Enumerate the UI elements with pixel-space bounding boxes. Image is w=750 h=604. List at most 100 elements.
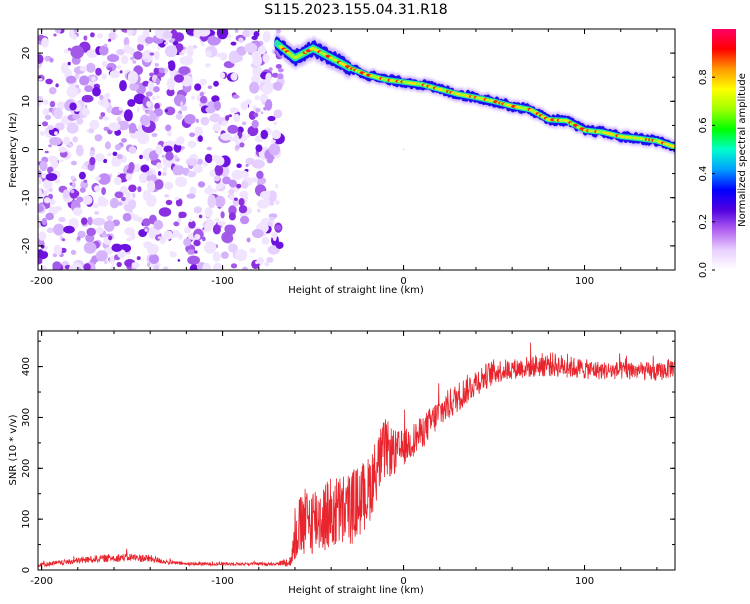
noise-speckle <box>41 172 47 179</box>
noise-speckle <box>175 199 183 207</box>
noise-speckle <box>116 48 125 56</box>
spectrogram-x-axis-label: Height of straight line (km) <box>288 285 424 296</box>
noise-speckle <box>94 185 101 193</box>
noise-speckle <box>47 125 55 130</box>
noise-speckle <box>149 72 155 77</box>
noise-speckle <box>95 153 105 162</box>
noise-speckle <box>165 151 174 161</box>
noise-speckle <box>78 171 86 180</box>
noise-speckle <box>61 238 66 242</box>
noise-speckle <box>70 160 77 166</box>
noise-speckle <box>114 176 122 186</box>
noise-speckle <box>113 155 118 160</box>
noise-speckle <box>157 236 163 240</box>
noise-speckle <box>205 106 216 114</box>
noise-speckle <box>136 256 141 261</box>
noise-speckle <box>268 67 273 71</box>
noise-speckle <box>136 107 140 112</box>
noise-speckle <box>108 38 112 42</box>
noise-speckle <box>104 141 111 150</box>
noise-speckle <box>194 250 198 254</box>
noise-speckle <box>63 225 75 234</box>
noise-speckle <box>173 94 187 107</box>
spectrogram-x-ticks: -200 -100 0 100 <box>30 29 658 287</box>
track-core <box>274 36 675 153</box>
noise-speckle <box>272 236 277 241</box>
noise-speckle <box>214 218 220 222</box>
noise-speckle <box>214 164 224 176</box>
noise-speckle <box>111 243 123 252</box>
noise-speckle <box>97 33 103 39</box>
noise-speckle <box>274 225 282 231</box>
noise-speckle <box>95 226 104 235</box>
noise-speckle <box>202 161 208 167</box>
noise-speckle <box>222 176 231 185</box>
noise-speckle <box>187 140 197 148</box>
colorbar-tick-label: 0.6 <box>698 117 709 133</box>
noise-speckle <box>121 138 127 143</box>
noise-speckle <box>131 261 140 269</box>
noise-speckle <box>239 142 245 148</box>
noise-speckle <box>77 230 86 239</box>
noise-speckle <box>275 64 282 69</box>
noise-speckle <box>52 253 58 258</box>
noise-speckle <box>194 126 203 137</box>
noise-speckle <box>251 228 264 239</box>
noise-speckle <box>56 101 66 110</box>
noise-speckle <box>79 187 86 193</box>
noise-speckle <box>251 177 258 183</box>
noise-speckle <box>205 211 213 218</box>
noise-speckle <box>95 67 102 76</box>
noise-speckle <box>230 107 239 114</box>
noise-speckle <box>41 37 49 48</box>
noise-speckle <box>70 189 75 194</box>
noise-speckle <box>180 105 188 112</box>
noise-speckle <box>175 113 183 120</box>
noise-speckle <box>46 227 55 234</box>
y-tick-label: 10 <box>21 95 32 108</box>
noise-speckle <box>207 194 216 208</box>
noise-speckle <box>103 126 109 131</box>
noise-speckle <box>189 264 199 270</box>
noise-speckle <box>143 58 149 62</box>
noise-speckle <box>153 264 160 270</box>
noise-speckle <box>48 144 52 148</box>
noise-speckle <box>233 113 241 122</box>
noise-speckle <box>153 219 164 230</box>
noise-speckle <box>38 95 44 104</box>
noise-speckle <box>101 100 110 108</box>
noise-speckle <box>193 239 201 247</box>
noise-speckle <box>107 67 113 71</box>
noise-speckle <box>273 81 283 91</box>
noise-speckle <box>104 43 108 47</box>
noise-speckle <box>214 195 226 208</box>
noise-speckle <box>174 138 184 146</box>
noise-speckle <box>172 165 181 176</box>
noise-speckle <box>163 230 174 240</box>
noise-speckle <box>95 250 108 262</box>
noise-speckle <box>75 144 84 157</box>
noise-speckle <box>91 76 96 82</box>
noise-speckle <box>267 115 276 122</box>
noise-speckle <box>128 199 137 210</box>
noise-speckle <box>211 95 220 103</box>
spectrogram-y-ticks: -20 -10 0 10 20 <box>21 28 675 271</box>
noise-speckle <box>94 134 103 142</box>
noise-speckle <box>256 170 264 179</box>
noise-speckle <box>82 195 93 205</box>
noise-speckle <box>145 91 153 97</box>
noise-speckle <box>132 214 139 222</box>
noise-speckle <box>227 124 239 134</box>
noise-speckle <box>255 144 263 152</box>
noise-speckle <box>116 153 123 160</box>
noise-speckle <box>55 29 62 34</box>
noise-speckle <box>52 261 62 270</box>
noise-speckle <box>158 207 172 217</box>
noise-speckle <box>230 72 238 81</box>
noise-speckle <box>40 244 45 249</box>
noise-speckle <box>83 263 91 270</box>
noise-speckle <box>43 197 51 204</box>
noise-speckle <box>238 205 248 214</box>
noise-speckle <box>44 114 52 120</box>
noise-speckle <box>236 46 247 56</box>
